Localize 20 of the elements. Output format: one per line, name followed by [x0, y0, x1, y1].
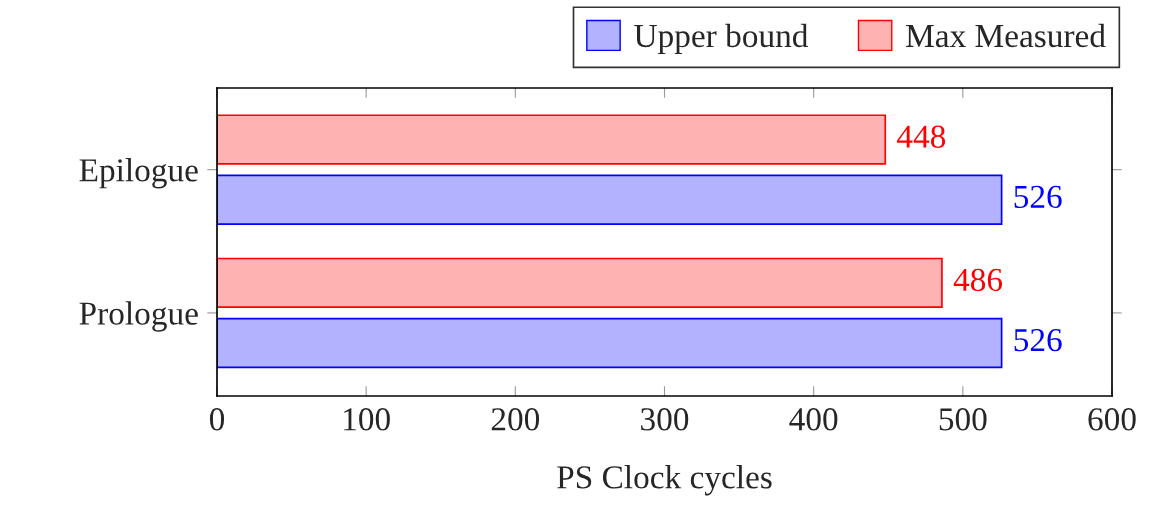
x-axis-title: PS Clock cycles	[557, 465, 772, 496]
data-label: 448	[897, 125, 946, 148]
y-tick-label: Prologue	[79, 301, 198, 332]
legend-label: Upper bound	[634, 23, 809, 54]
x-tick-label: 500	[939, 408, 987, 431]
x-tick-label: 200	[491, 408, 540, 431]
x-tick-label: 0	[209, 408, 225, 431]
x-tick-label: 400	[789, 408, 838, 431]
data-label: 486	[953, 268, 1003, 292]
y-tick-label: Epilogue	[79, 158, 198, 189]
data-label: 526	[1014, 328, 1062, 352]
x-tick-label: 100	[344, 408, 390, 431]
x-tick-label: 300	[641, 408, 689, 431]
data-label: 526	[1014, 185, 1062, 209]
bar	[217, 174, 1003, 225]
bar	[217, 317, 1003, 369]
legend-label: Max Measured	[906, 23, 1106, 48]
bar	[217, 114, 887, 165]
x-tick-label: 600	[1088, 408, 1136, 431]
bar	[217, 257, 943, 309]
